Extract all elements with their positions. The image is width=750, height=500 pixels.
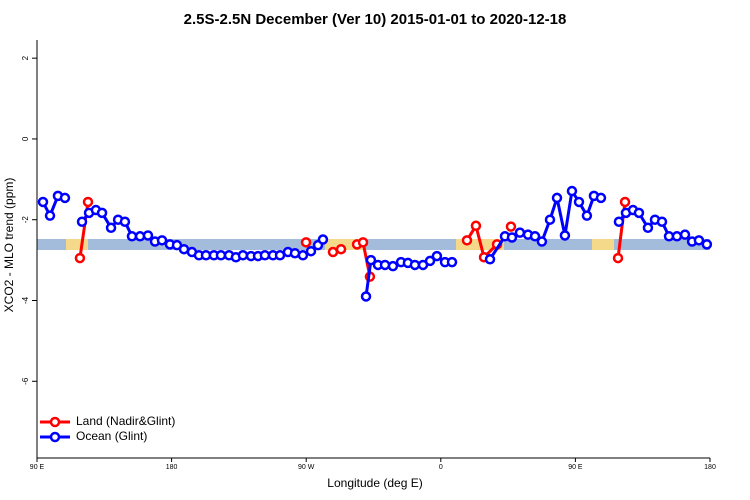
data-point <box>365 254 377 266</box>
data-point <box>529 231 541 242</box>
data-point <box>215 250 227 261</box>
data-point <box>573 196 585 208</box>
data-point <box>379 259 391 271</box>
data-point <box>409 259 421 271</box>
data-point <box>566 185 578 197</box>
data-point <box>446 256 458 268</box>
legend-label: Land (Nadir&Glint) <box>76 414 175 428</box>
data-point <box>360 291 372 302</box>
data-point <box>259 250 271 261</box>
data-point <box>37 196 49 208</box>
data-point <box>297 250 309 261</box>
y-tick-label: -4 <box>21 296 30 304</box>
data-point <box>387 260 399 272</box>
data-point <box>544 214 556 225</box>
data-point <box>581 210 593 221</box>
data-point <box>461 235 473 246</box>
y-tick-label: 0 <box>21 136 30 141</box>
data-point <box>701 239 713 250</box>
data-point <box>505 221 517 232</box>
data-point <box>693 235 705 246</box>
legend-label: Ocean (Glint) <box>76 429 147 443</box>
data-point <box>317 234 329 245</box>
data-point <box>305 245 317 257</box>
data-point <box>126 231 138 242</box>
data-point <box>551 192 563 204</box>
data-point <box>74 252 86 264</box>
data-point <box>656 216 668 227</box>
data-point <box>514 227 526 238</box>
data-point <box>536 236 548 247</box>
data-point <box>335 243 347 255</box>
data-point <box>633 207 645 219</box>
data-point <box>59 192 71 204</box>
y-tick-label: -6 <box>21 377 30 385</box>
data-point <box>300 237 312 248</box>
chart-title: 2.5S-2.5N December (Ver 10) 2015-01-01 t… <box>184 11 567 28</box>
data-point <box>76 216 88 227</box>
legend-marker <box>49 431 61 443</box>
data-point <box>96 207 108 219</box>
data-point <box>671 231 683 242</box>
data-point <box>642 222 654 234</box>
x-tick-label: 90 E <box>30 464 45 471</box>
y-tick-label: 2 <box>21 55 30 60</box>
x-tick-label: 0 <box>439 464 443 471</box>
data-point <box>44 210 56 221</box>
data-point <box>237 250 249 261</box>
data-point <box>484 254 496 265</box>
y-axis-label: XCO2 - MLO trend (ppm) <box>2 178 16 313</box>
data-point <box>119 216 131 227</box>
data-point <box>595 192 607 204</box>
data-point <box>619 196 631 208</box>
data-point <box>424 255 436 267</box>
data-point <box>142 230 154 241</box>
x-tick-label: 180 <box>166 464 178 471</box>
data-point <box>431 250 443 262</box>
data-point <box>559 230 571 241</box>
data-point <box>327 246 339 258</box>
legend-marker <box>49 416 61 428</box>
data-point <box>105 222 117 234</box>
x-axis-label: Longitude (deg E) <box>327 476 422 490</box>
data-point <box>506 232 518 243</box>
y-tick-label: -2 <box>21 216 30 224</box>
data-point <box>357 237 369 248</box>
x-tick-label: 180 <box>704 464 716 471</box>
data-point <box>613 216 625 227</box>
data-point <box>612 252 624 264</box>
data-point <box>156 235 168 246</box>
data-point <box>679 229 691 240</box>
x-tick-label: 90 E <box>568 464 583 471</box>
data-point <box>82 196 94 208</box>
x-tick-label: 90 W <box>298 464 315 471</box>
data-point <box>470 220 482 232</box>
